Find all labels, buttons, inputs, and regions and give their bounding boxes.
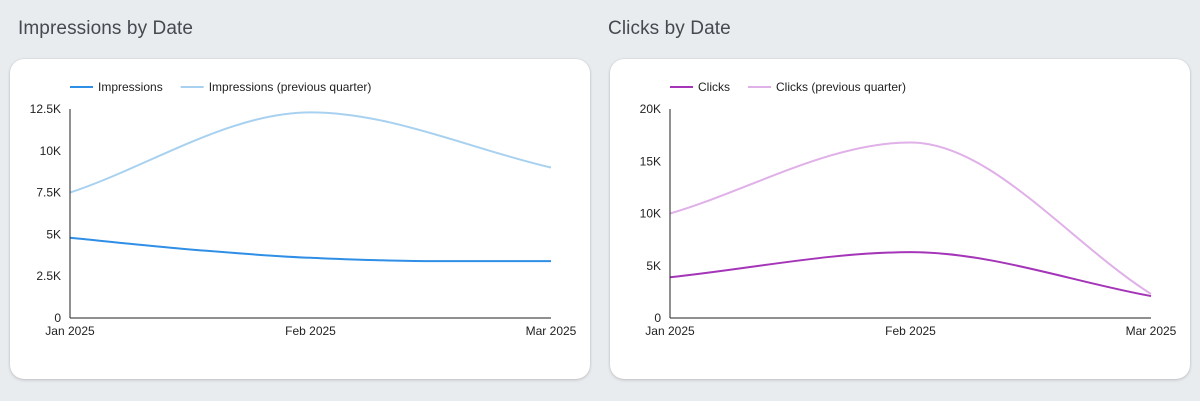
- impressions-legend-label-1[interactable]: Impressions (previous quarter): [209, 80, 372, 94]
- clicks-chart: Clicks Clicks (previous quarter) 0 5K 10K 15K…: [640, 80, 1177, 338]
- impressions-series-line-0[interactable]: [69, 236, 551, 263]
- clicks-x-tick-label: Feb 2025: [885, 324, 936, 338]
- clicks-series-line-1[interactable]: [669, 141, 1152, 295]
- impressions-series-line-1[interactable]: [69, 111, 552, 194]
- impressions-y-tick-label: 0: [54, 311, 61, 325]
- impressions-y-tick-label: 7.5K: [36, 186, 61, 200]
- impressions-chart-title: Impressions by Date: [18, 18, 194, 39]
- clicks-series-line-0[interactable]: [669, 251, 1152, 298]
- impressions-y-tick-label: 12.5K: [30, 102, 61, 116]
- clicks-x-tick-label: Jan 2025: [645, 324, 695, 338]
- clicks-legend-label-1[interactable]: Clicks (previous quarter): [776, 80, 906, 94]
- impressions-legend-label-0[interactable]: Impressions: [98, 80, 163, 94]
- clicks-y-tick-label: 10K: [640, 207, 661, 221]
- clicks-y-tick-label: 5K: [646, 259, 661, 273]
- impressions-x-tick-label: Jan 2025: [45, 324, 95, 338]
- impressions-chart: Impressions Impressions (previous quarter…: [30, 80, 577, 338]
- impressions-y-tick-label: 2.5K: [36, 269, 61, 283]
- clicks-y-tick-label: 0: [654, 311, 661, 325]
- impressions-chart-card: Impressions Impressions (previous quarter…: [10, 59, 590, 379]
- impressions-y-tick-label: 5K: [46, 227, 61, 241]
- clicks-chart-card: Clicks Clicks (previous quarter) 0 5K 10K 15K…: [610, 59, 1190, 379]
- clicks-y-tick-label: 20K: [640, 102, 661, 116]
- impressions-x-tick-label: Mar 2025: [526, 324, 577, 338]
- clicks-chart-title: Clicks by Date: [608, 18, 731, 39]
- clicks-legend-label-0[interactable]: Clicks: [698, 80, 730, 94]
- impressions-y-tick-label: 10K: [40, 144, 61, 158]
- clicks-x-tick-label: Mar 2025: [1126, 324, 1177, 338]
- impressions-x-tick-label: Feb 2025: [285, 324, 336, 338]
- clicks-y-tick-label: 15K: [640, 154, 661, 168]
